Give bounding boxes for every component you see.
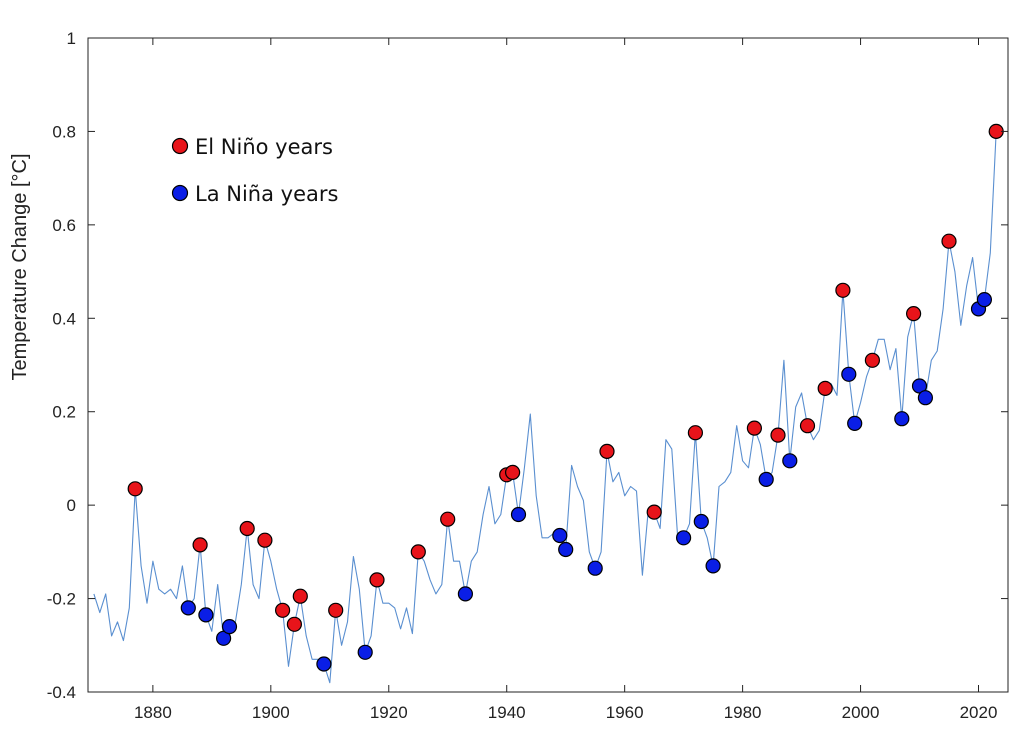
la-nina-point-1933	[457, 586, 473, 602]
el-nino-point-1982	[746, 420, 763, 436]
y-tick-label-1: -0.2	[47, 590, 76, 609]
legend-marker-el-nino	[171, 137, 189, 155]
x-tick-label-1920: 1920	[370, 703, 408, 722]
anomaly-line	[93, 131, 997, 684]
el-nino-point-1877	[127, 481, 143, 497]
x-tick-label-2000: 2000	[842, 703, 880, 722]
y-axis-label: Temperature Change [°C]	[9, 153, 31, 380]
el-nino-point-1965	[646, 504, 662, 520]
el-nino-point-2015	[941, 233, 957, 249]
el-nino-point-1997	[835, 282, 851, 298]
la-nina-point-1998	[841, 366, 857, 382]
la-nina-point-1988	[782, 453, 798, 469]
la-nina-point-1999	[847, 415, 863, 431]
legend-marker-la-nina	[171, 184, 189, 202]
el-nino-point-1994	[817, 380, 833, 396]
x-tick-label-1980: 1980	[724, 703, 762, 722]
la-nina-point-1893	[221, 618, 238, 635]
y-tick-label-4: 0.4	[52, 309, 76, 328]
el-nino-point-1905	[292, 588, 308, 604]
y-tick-label-3: 0.2	[52, 403, 76, 422]
el-nino-point-1911	[328, 602, 344, 618]
la-nina-point-1886	[180, 600, 196, 616]
plot-frame	[87, 37, 1009, 693]
el-nino-point-1972	[687, 425, 704, 441]
el-nino-point-1941	[504, 464, 521, 480]
x-tick-label-1960: 1960	[606, 703, 644, 722]
legend: El Niño years La Niña years	[171, 135, 338, 206]
x-tick-label-1940: 1940	[488, 703, 526, 722]
el-nino-point-1930	[440, 511, 456, 527]
la-nina-point-2007	[894, 411, 910, 427]
la-nina-point-1984	[758, 471, 774, 487]
marker-group	[127, 123, 1004, 672]
y-tick-label-2: 0	[67, 496, 76, 515]
x-tick-label-1900: 1900	[252, 703, 290, 722]
la-nina-point-1970	[675, 530, 692, 546]
anomaly-line-group	[93, 131, 997, 684]
el-nino-point-2002	[864, 352, 881, 368]
el-nino-point-1918	[369, 572, 385, 588]
la-nina-point-1949	[552, 527, 568, 544]
la-nina-point-1950	[558, 541, 574, 558]
el-nino-point-2009	[905, 306, 922, 322]
la-nina-point-1889	[198, 607, 214, 623]
el-nino-point-1925	[410, 544, 426, 560]
el-nino-point-1986	[770, 427, 786, 443]
el-nino-point-1888	[192, 537, 208, 553]
legend-label-la-nina: La Niña years	[195, 182, 338, 206]
el-nino-point-1896	[239, 520, 255, 537]
el-nino-point-1899	[257, 532, 273, 548]
el-nino-point-1902	[275, 602, 291, 618]
x-tick-label-2020: 2020	[960, 703, 998, 722]
la-nina-point-1916	[357, 644, 373, 660]
la-nina-point-1942	[510, 506, 527, 523]
y-tick-label-6: 0.8	[52, 122, 76, 141]
la-nina-point-2021	[976, 292, 993, 308]
la-nina-point-1909	[316, 656, 332, 672]
el-nino-point-1991	[799, 418, 816, 434]
legend-label-el-nino: El Niño years	[195, 135, 333, 159]
la-nina-point-2011	[917, 390, 934, 406]
la-nina-point-1973	[693, 513, 709, 530]
y-tick-label-5: 0.6	[52, 216, 76, 235]
x-tick-label-1880: 1880	[134, 703, 172, 722]
y-tick-label-7: 1	[67, 29, 76, 48]
la-nina-point-1955	[587, 560, 603, 576]
el-nino-point-1904	[286, 616, 302, 632]
axis-ticks: 1880 1900 1920 1940 1960 1980 2000 2020 -0.4 -0.2…	[47, 29, 1008, 722]
y-tick-label-0: -0.4	[47, 683, 76, 702]
el-nino-point-1957	[599, 443, 615, 459]
la-nina-point-1975	[705, 558, 721, 574]
